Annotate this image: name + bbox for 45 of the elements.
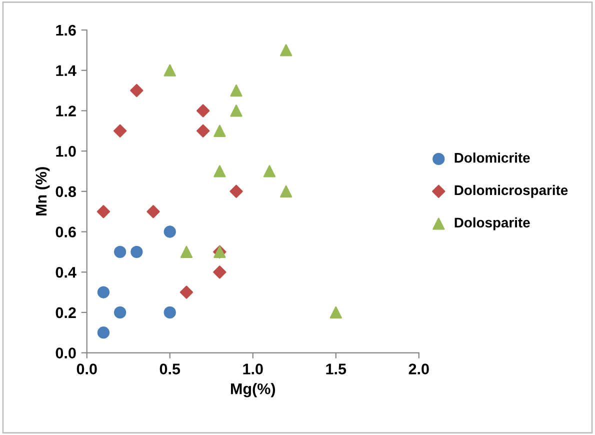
x-tick-label: 0.0	[76, 364, 97, 374]
point	[230, 84, 242, 97]
x-tick-label: 0.5	[160, 364, 180, 374]
point	[263, 165, 276, 178]
point	[330, 306, 342, 319]
y-tick-label: 0.6	[56, 226, 76, 238]
y-tick-label: 1.4	[56, 65, 76, 76]
y-tick-label: 0.0	[56, 348, 76, 358]
point	[96, 204, 110, 218]
point	[214, 165, 226, 178]
point	[164, 64, 176, 76]
legend-label: Dolomicrosparite	[454, 184, 568, 198]
point	[196, 104, 210, 118]
y-tick-label: 0.2	[56, 307, 76, 318]
legend-label: Dolomicrite	[454, 152, 530, 163]
point	[146, 204, 160, 218]
point	[280, 44, 292, 56]
point	[180, 246, 193, 258]
point	[97, 326, 110, 339]
point	[114, 246, 126, 258]
point	[114, 306, 126, 319]
point	[97, 286, 110, 298]
point	[130, 84, 144, 98]
y-tick-label: 0.4	[56, 266, 76, 278]
x-tick-label: 1.5	[326, 364, 346, 374]
point	[130, 246, 143, 258]
y-tick-label: 0.8	[56, 186, 76, 198]
point	[113, 124, 127, 138]
legend-label: Dolosparite	[454, 217, 530, 230]
y-tick-label: 1.0	[56, 146, 76, 157]
point	[196, 124, 210, 138]
point	[180, 286, 194, 299]
x-tick-label: 1.0	[243, 364, 263, 374]
point	[280, 185, 292, 198]
point	[230, 184, 243, 198]
point	[213, 266, 226, 279]
x-axis-title: Mg(%)	[230, 383, 276, 398]
point	[230, 104, 242, 117]
x-tick-label: 2.0	[408, 364, 429, 374]
point	[214, 124, 226, 137]
y-tick-label: 1.2	[56, 106, 76, 116]
y-tick-label: 1.6	[56, 24, 76, 36]
point	[164, 306, 176, 319]
y-axis-title: Mn (%)	[35, 167, 50, 216]
point	[164, 226, 176, 238]
